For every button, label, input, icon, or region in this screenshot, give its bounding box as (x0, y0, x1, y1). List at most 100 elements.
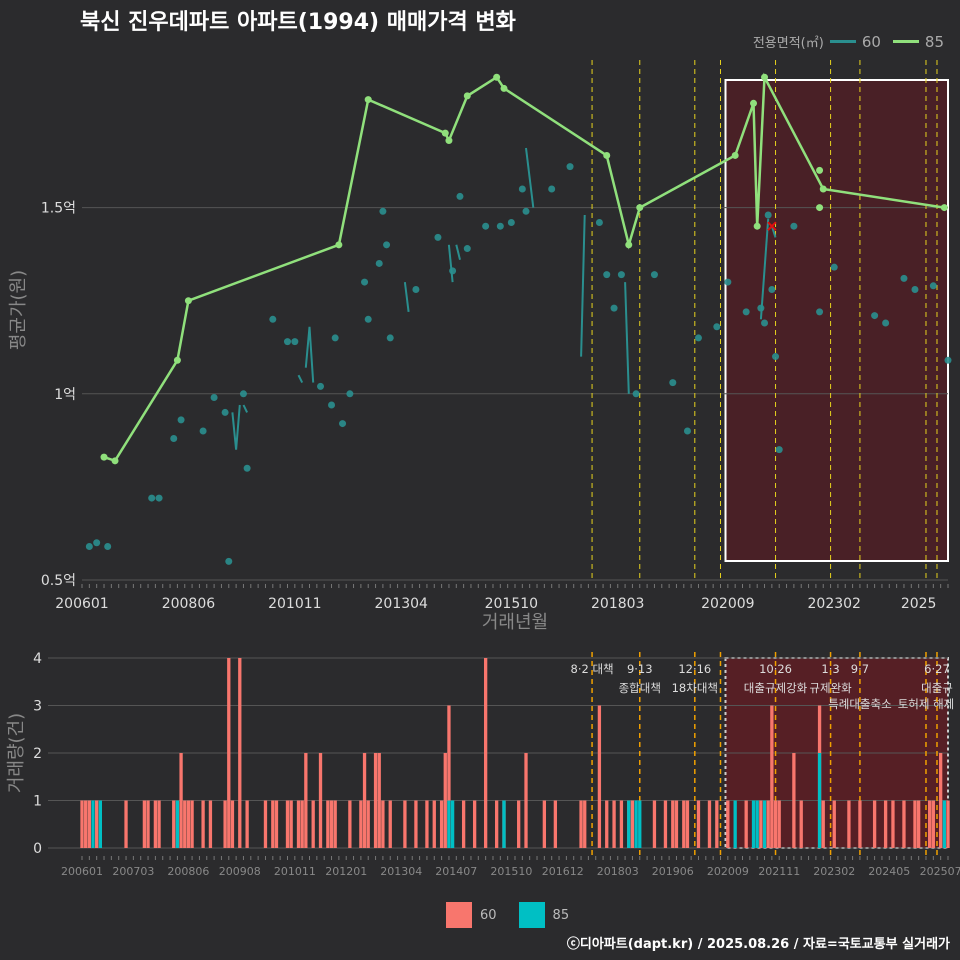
legend-swatch-60 (829, 40, 856, 43)
volume-bar-60 (190, 800, 194, 848)
volume-bar-60 (630, 800, 635, 848)
policy-date-label: 1·3 (821, 662, 839, 676)
volume-legend-swatch-60 (446, 902, 472, 928)
volume-bar-60 (377, 753, 381, 848)
volume-bar-60 (359, 800, 363, 848)
volume-bar-60 (208, 800, 213, 848)
series-60-line (447, 244, 454, 283)
series-60-point (386, 334, 394, 342)
volume-bar-60 (524, 753, 528, 848)
volume-bar-60 (872, 800, 877, 848)
series-85-point (940, 204, 948, 212)
volume-x-tick-label: 201304 (380, 865, 422, 878)
policy-text-label: 종합대책 (619, 681, 661, 695)
volume-bar-60 (373, 753, 378, 848)
series-60-point (170, 434, 178, 442)
area-legend: 전용면적(㎡) 60 85 (753, 32, 950, 52)
series-60-point (724, 278, 732, 286)
volume-bar-60 (461, 800, 466, 848)
series-85-point (335, 241, 343, 249)
series-60-point (496, 222, 504, 230)
series-60-point (328, 401, 336, 409)
legend-label-85: 85 (924, 32, 944, 51)
volume-bar-60 (274, 800, 279, 848)
series-60-point (650, 271, 658, 279)
volume-bar-85 (817, 753, 822, 848)
volume-bar-60 (443, 753, 447, 848)
volume-bar-60 (285, 800, 290, 848)
volume-x-tick-label: 202009 (707, 865, 749, 878)
volume-x-tick-label: 201510 (490, 865, 532, 878)
volume-x-tick-label: 202302 (813, 865, 855, 878)
series-60-point (449, 267, 457, 275)
volume-bar-60 (913, 800, 917, 848)
x-tick-label: 200601 (55, 596, 108, 612)
latest-marker-icon (767, 221, 777, 231)
volume-bar-60 (183, 800, 187, 848)
series-60-line (231, 404, 241, 450)
series-60-point (210, 394, 218, 402)
series-60-point (199, 427, 207, 435)
volume-bar-60 (821, 800, 825, 848)
series-60-point (361, 278, 369, 286)
series-85-point (364, 96, 372, 104)
volume-bar-60 (605, 800, 609, 848)
volume-bar-60 (759, 800, 763, 848)
series-60-point (603, 271, 611, 279)
volume-legend: 60 85 (446, 902, 569, 928)
series-60-point (339, 420, 347, 428)
volume-bar-60 (928, 800, 932, 848)
volume-bar-60 (245, 800, 249, 848)
series-60-point (610, 304, 618, 312)
series-60-line (624, 282, 630, 394)
volume-bar-60 (153, 800, 158, 848)
volume-legend-swatch-85 (518, 902, 545, 928)
series-60-line (455, 244, 461, 260)
series-60-point (694, 334, 702, 342)
series-60-point (830, 263, 838, 271)
series-60-point (379, 207, 387, 215)
series-85-point (603, 151, 611, 159)
volume-bar-60 (847, 800, 851, 848)
series-60-point (871, 312, 879, 320)
x-tick-label: 201803 (591, 596, 644, 612)
policy-text-label: 대출규 (921, 681, 953, 695)
series-60-point (283, 338, 291, 346)
volume-bar-60 (939, 753, 943, 848)
volume-bar-60 (495, 800, 499, 848)
series-60-point (225, 557, 233, 565)
series-85-point (100, 453, 108, 461)
policy-date-label: 8·2 대책 (571, 662, 614, 676)
series-85-point (500, 84, 508, 92)
volume-bar-60 (472, 800, 477, 848)
volume-bar-60 (674, 800, 679, 848)
volume-bar-85 (450, 800, 455, 848)
series-60-point (764, 211, 772, 219)
volume-x-tick-label: 200908 (219, 865, 261, 878)
series-60-line (297, 374, 304, 384)
volume-bar-85 (98, 800, 102, 848)
policy-date-label: 12·16 (678, 662, 711, 676)
volume-bar-60 (403, 800, 407, 848)
volume-bar-85 (942, 800, 946, 848)
volume-bar-60 (619, 800, 624, 848)
volume-bar-60 (271, 800, 275, 848)
series-60-point (790, 222, 798, 230)
volume-bar-85 (91, 800, 95, 848)
series-85-point (750, 99, 758, 107)
series-85-point (441, 129, 449, 137)
policy-text-label: 규제완화 (809, 681, 852, 695)
series-60-point (317, 382, 325, 390)
volume-bar-60 (84, 800, 88, 848)
volume-bar-60 (671, 800, 675, 848)
x-tick-label: 202009 (701, 596, 754, 612)
volume-bar-60 (348, 800, 352, 848)
series-60-point (617, 271, 625, 279)
volume-bar-60 (304, 753, 308, 848)
y-tick-label: 0.5억 (41, 573, 76, 589)
volume-bar-60 (381, 800, 385, 848)
volume-bar-60 (263, 800, 268, 848)
series-60-point (757, 304, 765, 312)
volume-bar-60 (891, 800, 895, 848)
series-60-point (346, 390, 354, 398)
